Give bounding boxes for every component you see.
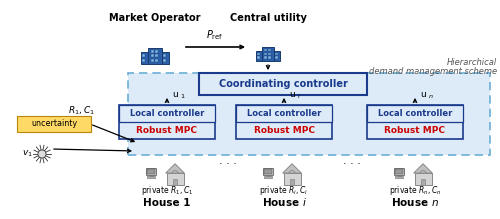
Bar [264, 176, 272, 178]
Bar [150, 175, 152, 177]
Bar [150, 50, 154, 53]
Text: Robust MPC: Robust MPC [254, 126, 314, 135]
Bar [264, 57, 266, 59]
Bar [162, 52, 169, 64]
Polygon shape [282, 164, 302, 173]
Bar [264, 53, 266, 55]
Bar [236, 105, 332, 122]
Bar [150, 59, 154, 62]
Text: private $R_n, C_n$: private $R_n, C_n$ [388, 184, 442, 197]
Bar [367, 105, 463, 122]
Bar [394, 168, 404, 175]
Text: · · ·: · · · [343, 159, 361, 169]
Bar [119, 105, 215, 139]
Text: demand management scheme: demand management scheme [369, 67, 497, 76]
Text: u $_{i}$: u $_{i}$ [289, 90, 302, 101]
Text: House $n$: House $n$ [391, 196, 439, 208]
Bar [141, 52, 148, 64]
Bar [266, 175, 270, 177]
Bar [128, 73, 490, 155]
Text: Hierarchical: Hierarchical [447, 58, 497, 67]
Bar [414, 173, 432, 185]
Text: Coordinating controller: Coordinating controller [218, 79, 348, 89]
Bar [150, 54, 154, 57]
Bar [147, 169, 155, 174]
Text: Robust MPC: Robust MPC [384, 126, 446, 135]
Text: Market Operator: Market Operator [109, 13, 201, 23]
Text: · · ·: · · · [219, 159, 237, 169]
Text: private $R_1, C_1$: private $R_1, C_1$ [141, 184, 193, 197]
Bar [236, 105, 332, 139]
Bar [275, 53, 278, 55]
Bar [199, 73, 367, 95]
Text: u $_{n}$: u $_{n}$ [420, 90, 434, 101]
Bar [367, 105, 463, 139]
Bar [264, 169, 272, 174]
FancyBboxPatch shape [17, 116, 91, 132]
Bar [147, 176, 155, 178]
Bar [146, 168, 156, 175]
Bar [421, 179, 425, 185]
Bar [268, 49, 270, 51]
Text: Central utility: Central utility [230, 13, 306, 23]
Bar [395, 169, 403, 174]
Bar [263, 168, 273, 175]
Bar [148, 48, 162, 64]
Bar [119, 105, 215, 122]
Bar [163, 59, 166, 62]
Bar [395, 176, 403, 178]
Text: Local controller: Local controller [130, 109, 204, 118]
Bar [155, 59, 158, 62]
Bar [142, 59, 145, 62]
Bar [268, 57, 270, 59]
Bar [275, 57, 278, 59]
Text: Local controller: Local controller [378, 109, 452, 118]
Text: House $i$: House $i$ [262, 196, 306, 208]
Bar [262, 47, 274, 61]
Text: Robust MPC: Robust MPC [136, 126, 198, 135]
Text: private $R_i, C_i$: private $R_i, C_i$ [260, 184, 308, 197]
Polygon shape [166, 164, 184, 173]
Bar [166, 173, 184, 185]
Bar [284, 173, 300, 185]
Text: House 1: House 1 [144, 198, 191, 208]
Polygon shape [414, 164, 432, 173]
Bar [163, 54, 166, 57]
Bar [264, 49, 266, 51]
Text: $P_\mathrm{ref}$: $P_\mathrm{ref}$ [206, 28, 224, 42]
Circle shape [38, 150, 46, 158]
Bar [256, 51, 262, 61]
Bar [268, 53, 270, 55]
Bar [173, 179, 177, 185]
Text: u $_{1}$: u $_{1}$ [172, 90, 186, 101]
Bar [142, 54, 145, 57]
Bar [257, 57, 260, 59]
Text: Local controller: Local controller [247, 109, 321, 118]
Text: $R_1 , C_1$: $R_1 , C_1$ [68, 105, 95, 117]
Bar [290, 179, 294, 185]
Text: uncertainty: uncertainty [31, 120, 77, 129]
Bar [257, 53, 260, 55]
Bar [155, 50, 158, 53]
Text: $v_1$: $v_1$ [22, 149, 33, 159]
Bar [155, 54, 158, 57]
Bar [274, 51, 280, 61]
Bar [398, 175, 400, 177]
